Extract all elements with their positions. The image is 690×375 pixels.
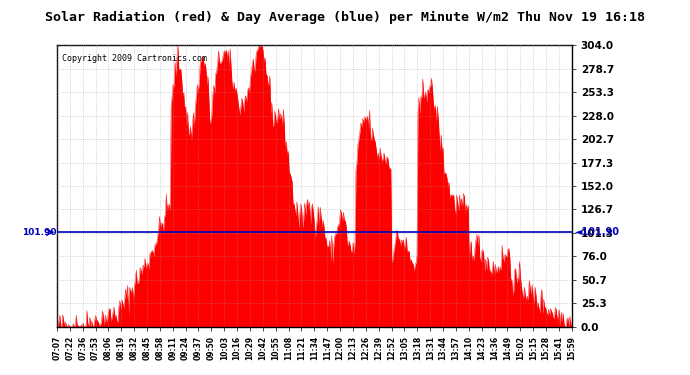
Text: ◄101.90: ◄101.90 <box>575 227 620 237</box>
Text: Copyright 2009 Cartronics.com: Copyright 2009 Cartronics.com <box>62 54 207 63</box>
Text: 101.90: 101.90 <box>22 228 57 237</box>
Text: Solar Radiation (red) & Day Average (blue) per Minute W/m2 Thu Nov 19 16:18: Solar Radiation (red) & Day Average (blu… <box>45 11 645 24</box>
